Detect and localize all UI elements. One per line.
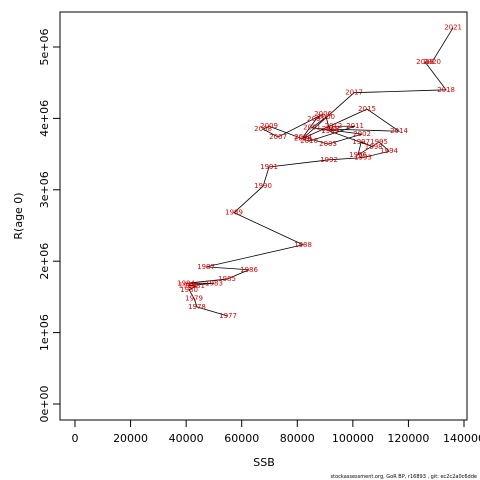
year-label: 2001 xyxy=(303,124,321,132)
x-tick-label: 0 xyxy=(72,432,79,445)
x-tick-label: 60000 xyxy=(224,432,259,445)
year-label: 1983 xyxy=(205,279,223,287)
y-tick-label: 5e+06 xyxy=(38,28,51,65)
y-tick-label: 3e+06 xyxy=(38,171,51,208)
year-label: 2015 xyxy=(358,105,376,113)
y-tick-label: 4e+06 xyxy=(38,100,51,137)
year-label: 1992 xyxy=(320,156,338,164)
plot-frame xyxy=(59,11,468,421)
year-label: 1993 xyxy=(354,154,372,162)
year-label: 2002 xyxy=(353,130,371,138)
year-label: 2008 xyxy=(254,125,272,133)
year-label: 1982 xyxy=(179,281,197,289)
year-label: 2006 xyxy=(314,110,332,118)
year-label: 2005 xyxy=(307,115,325,123)
year-label: 2011 xyxy=(346,122,364,130)
year-label: 1986 xyxy=(240,266,258,274)
year-label: 1985 xyxy=(218,275,236,283)
year-label: 2014 xyxy=(390,127,408,135)
year-label: 1990 xyxy=(254,182,272,190)
year-label: 1979 xyxy=(185,294,203,302)
year-label: 2003 xyxy=(319,140,337,148)
year-label: 2016 xyxy=(294,134,312,142)
year-label: 2007 xyxy=(269,133,287,141)
footer: stockassessment.org, GoR BP, r16893 , gi… xyxy=(331,474,477,480)
x-tick-label: 100000 xyxy=(332,432,374,445)
y-tick-label: 2e+06 xyxy=(38,243,51,280)
x-tick-label: 80000 xyxy=(280,432,315,445)
year-label: 1987 xyxy=(197,263,215,271)
year-label: 2021 xyxy=(444,24,462,32)
year-label: 1989 xyxy=(225,209,243,217)
year-label: 1988 xyxy=(294,241,312,249)
trajectory-line xyxy=(185,27,454,317)
year-label: 1981 xyxy=(187,282,205,290)
year-label: 1997 xyxy=(352,138,370,146)
y-axis-label: R(age 0) xyxy=(12,192,25,239)
year-label: 2012 xyxy=(324,122,342,130)
y-tick-label: 0e+00 xyxy=(38,386,51,423)
x-tick-label: 120000 xyxy=(387,432,429,445)
year-label: 2013 xyxy=(322,125,340,133)
year-label: 2009 xyxy=(260,122,278,130)
year-label: 2019 xyxy=(416,58,434,66)
year-label: 1996 xyxy=(349,151,367,159)
x-tick-label: 20000 xyxy=(113,432,148,445)
x-axis-label: SSB xyxy=(253,456,275,469)
year-label: 1980 xyxy=(180,286,198,294)
year-label: 1994 xyxy=(380,147,398,155)
year-label: 2020 xyxy=(423,58,441,66)
x-tick-label: 40000 xyxy=(169,432,204,445)
year-label: 1995 xyxy=(370,138,388,146)
year-label: 2017 xyxy=(345,89,363,97)
year-label: 1991 xyxy=(260,163,278,171)
year-label: 2018 xyxy=(437,86,455,94)
year-label: 1998 xyxy=(365,143,383,151)
year-label: 1977 xyxy=(219,312,237,320)
year-label: 2000 xyxy=(317,113,335,121)
year-label: 1999 xyxy=(321,127,339,135)
year-label: 1984 xyxy=(177,279,195,287)
y-tick-label: 1e+06 xyxy=(38,314,51,351)
year-label: 2010 xyxy=(300,137,318,145)
year-label: 2004 xyxy=(294,133,312,141)
year-label: 1978 xyxy=(188,303,206,311)
